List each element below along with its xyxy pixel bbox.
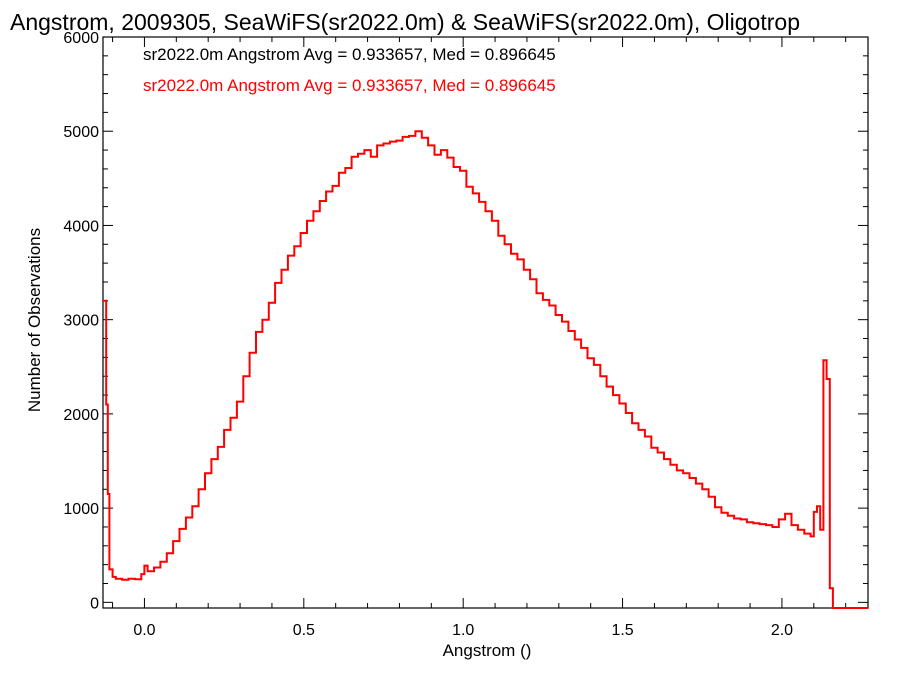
x-tick-label: 1.0: [452, 622, 474, 639]
plot-frame: [102, 36, 869, 609]
y-tick-label: 2000: [63, 407, 99, 424]
x-tick-label: 0.0: [133, 622, 155, 639]
x-tick-label: 2.0: [771, 622, 793, 639]
y-tick-label: 6000: [63, 30, 99, 47]
y-axis-label: Number of Observations: [25, 228, 44, 412]
x-axis-label: Angstrom (): [443, 641, 532, 660]
y-tick-label: 3000: [63, 313, 99, 330]
y-tick-label: 1000: [63, 501, 99, 518]
x-tick-label: 0.5: [293, 622, 315, 639]
x-tick-label: 1.5: [611, 622, 633, 639]
chart-title: Angstrom, 2009305, SeaWiFS(sr2022.0m) & …: [10, 9, 800, 35]
y-tick-label: 5000: [63, 124, 99, 141]
y-tick-label: 0: [90, 595, 99, 612]
series-line: [103, 130, 868, 609]
annotation-black: sr2022.0m Angstrom Avg = 0.933657, Med =…: [143, 45, 556, 64]
y-tick-label: 4000: [63, 218, 99, 235]
annotation-red: sr2022.0m Angstrom Avg = 0.933657, Med =…: [143, 76, 556, 95]
plot-area: 0.0 0.5 1.0 1.5 2.0 0 1000 2000 3000 4000 5000 6000: [63, 30, 869, 639]
